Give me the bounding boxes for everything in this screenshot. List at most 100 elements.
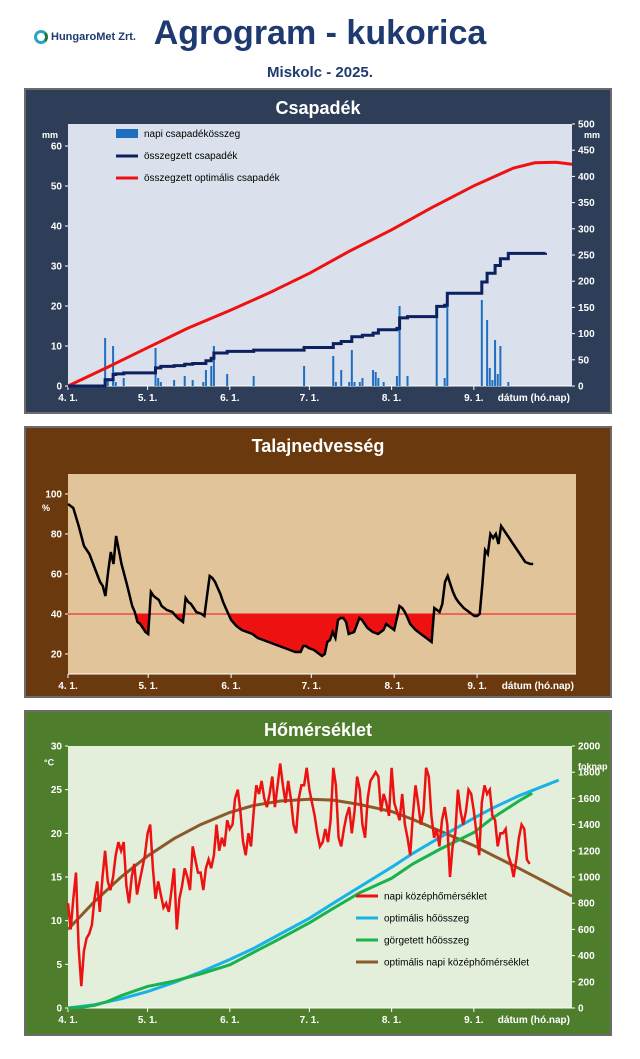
y-tick-label: 50 [51,182,63,193]
daily-rain-bar [382,382,385,386]
daily-rain-bar [348,382,351,386]
daily-rain-bar [488,368,491,386]
y-tick-label: 30 [51,742,63,753]
y-tick-label: 20 [51,302,63,313]
x-tick-label: 7. 1. [302,681,322,692]
daily-rain-bar [395,376,398,386]
daily-rain-bar [173,380,176,386]
chart-title: Talajnedvesség [252,436,385,456]
soil-moisture-chart: Talajnedvesség 20 40 60 80 100 4. 1. 5. 1. 6. 1.… [42,436,576,692]
x-tick-label: 5. 1. [138,1015,158,1026]
x-tick-label: 7. 1. [300,393,320,404]
daily-temp-line [66,763,531,987]
daily-rain-bar [358,382,361,386]
y2-tick-label: 200 [578,977,595,988]
x-tick-label: 5. 1. [138,393,158,404]
daily-rain-bar [204,370,207,386]
chart-title: Csapadék [275,98,361,118]
daily-rain-bar [494,340,497,386]
daily-rain-bar [202,382,205,386]
y-tick-label: 5 [56,960,62,971]
y2-tick-label: 150 [578,303,595,314]
daily-rain-bar [157,378,160,386]
daily-rain-bar [303,366,306,386]
page-title: Agrogram - kukorica [153,14,487,52]
daily-rain-bar [374,372,377,386]
temperature-panel: Hőmérséklet 0 5 10 15 20 25 30 0 200 400 600 800 1000… [24,710,612,1036]
daily-rain-bar [104,338,107,386]
daily-rain-bar [507,382,510,386]
x-tick-label: 8. 1. [382,1015,402,1026]
y2-tick-label: 500 [578,120,595,131]
optimal-cumulative-rain-line [67,160,573,388]
y2-tick-label: 100 [578,329,595,340]
y-tick-label: 0 [56,1004,62,1015]
x-tick-label: 9. 1. [464,393,484,404]
x-tick-label: 4. 1. [58,681,78,692]
y-tick-label: 40 [51,222,63,233]
soil-moisture-panel: Talajnedvesség 20 40 60 80 100 4. 1. 5. 1. 6. 1.… [24,426,612,698]
y2-tick-label: 800 [578,899,595,910]
daily-rain-bar [398,306,401,386]
y2-tick-label: 0 [578,1004,584,1015]
x-axis-label: dátum (hó.nap) [498,393,570,404]
y2-tick-label: 450 [578,146,595,157]
daily-rain-bar [350,350,353,386]
y-unit-label: mm [42,130,58,140]
y-tick-label: 30 [51,262,63,273]
y-tick-label: 15 [51,873,63,884]
daily-rain-bar [210,366,213,386]
x-axis-label: dátum (hó.nap) [498,1015,570,1026]
daily-rain-bar [361,378,364,386]
y-tick-label: 40 [51,610,63,621]
daily-rain-bar [353,382,356,386]
y-tick-label: 100 [45,490,62,501]
logo-icon [34,30,48,44]
daily-rain-bar [212,346,215,386]
x-tick-label: 9. 1. [464,1015,484,1026]
y2-tick-label: 2000 [578,742,601,753]
y-tick-label: 20 [51,829,63,840]
y-tick-label: 20 [51,650,63,661]
chart-title: Hőmérséklet [264,720,372,740]
y-unit-label: % [42,503,50,513]
daily-rain-bar [226,374,229,386]
y2-tick-label: 50 [578,355,590,366]
daily-rain-bar [406,376,409,386]
daily-rain-bar [252,376,255,386]
precipitation-chart: Csapadék 0 10 20 30 40 50 60 0 50 100 150 200 250 300 3… [42,98,600,404]
daily-rain-bar [443,378,446,386]
logo: HungaroMet Zrt. [34,30,136,44]
temperature-chart: Hőmérséklet 0 5 10 15 20 25 30 0 200 400 600 800 1000… [44,720,608,1026]
soil-deficit-area [68,614,534,656]
y2-tick-label: 400 [578,172,595,183]
y-tick-label: 25 [51,785,63,796]
x-tick-label: 4. 1. [58,1015,78,1026]
legend-label: napi középhőmérséklet [384,892,487,903]
legend-label: görgetett hőösszeg [384,936,469,947]
y2-tick-label: 350 [578,198,595,209]
daily-rain-bar [486,320,489,386]
y2-tick-label: 1800 [578,768,601,779]
y2-tick-label: 1000 [578,873,601,884]
precipitation-panel: Csapadék 0 10 20 30 40 50 60 0 50 100 150 200 250 300 3… [24,88,612,414]
y-tick-label: 0 [56,382,62,393]
x-tick-label: 5. 1. [138,681,158,692]
rolling-heat-sum-line [67,791,533,1010]
daily-rain-bar [183,376,186,386]
daily-rain-bar [340,370,343,386]
legend-label: napi csapadékösszeg [144,129,240,140]
daily-rain-bar [435,308,438,386]
legend-swatch-daily-rain [116,129,138,138]
x-axis-label: dátum (hó.nap) [502,681,574,692]
x-tick-label: 7. 1. [300,1015,320,1026]
page-subtitle: Miskolc - 2025. [267,64,373,81]
x-tick-label: 6. 1. [220,1015,240,1026]
y-tick-label: 10 [51,916,63,927]
y2-tick-label: 400 [578,951,595,962]
optimal-heat-sum-line [67,778,560,1010]
cumulative-rain-line [68,251,547,388]
y2-tick-label: 300 [578,224,595,235]
daily-rain-bar [334,382,337,386]
daily-rain-bar [496,374,499,386]
